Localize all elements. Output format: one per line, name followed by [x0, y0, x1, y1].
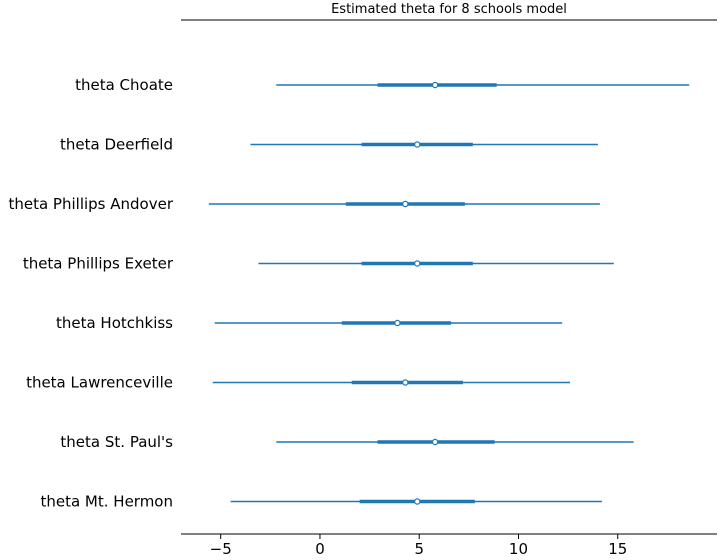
row-5: theta Lawrenceville: [26, 374, 571, 392]
median-point: [394, 319, 401, 327]
row-label: theta Lawrenceville: [26, 374, 173, 392]
row-3: theta Phillips Exeter: [23, 255, 614, 273]
x-tick-label: −5: [210, 540, 232, 558]
median-point: [402, 200, 409, 208]
chart-title: Estimated theta for 8 schools model: [331, 2, 567, 17]
row-label: theta Choate: [75, 76, 173, 94]
row-6: theta St. Paul's: [60, 433, 634, 451]
median-point: [431, 81, 439, 89]
x-tick-label: 5: [414, 540, 424, 558]
x-tick-label: 0: [315, 540, 325, 558]
row-label: theta Deerfield: [60, 136, 173, 154]
x-tick-label: 15: [608, 540, 627, 558]
row-label: theta Mt. Hermon: [40, 493, 173, 511]
row-label: theta Phillips Andover: [8, 195, 173, 213]
rows-layer: theta Choate theta Deerfield theta Phillip…: [8, 76, 690, 511]
row-label: theta Hotchkiss: [56, 314, 173, 332]
row-label: theta St. Paul's: [60, 433, 173, 451]
x-axis: −5 0 5 10 15: [181, 533, 717, 558]
median-point: [431, 438, 439, 446]
row-7: theta Mt. Hermon: [40, 493, 602, 511]
median-point: [414, 260, 421, 267]
row-label: theta Phillips Exeter: [23, 255, 174, 273]
row-0: theta Choate: [75, 76, 690, 94]
row-2: theta Phillips Andover: [8, 195, 600, 213]
median-point: [414, 141, 421, 148]
row-4: theta Hotchkiss: [56, 314, 563, 332]
row-1: theta Deerfield: [60, 136, 598, 154]
median-point: [402, 379, 409, 386]
median-point: [414, 498, 421, 505]
x-tick-label: 10: [509, 540, 528, 558]
